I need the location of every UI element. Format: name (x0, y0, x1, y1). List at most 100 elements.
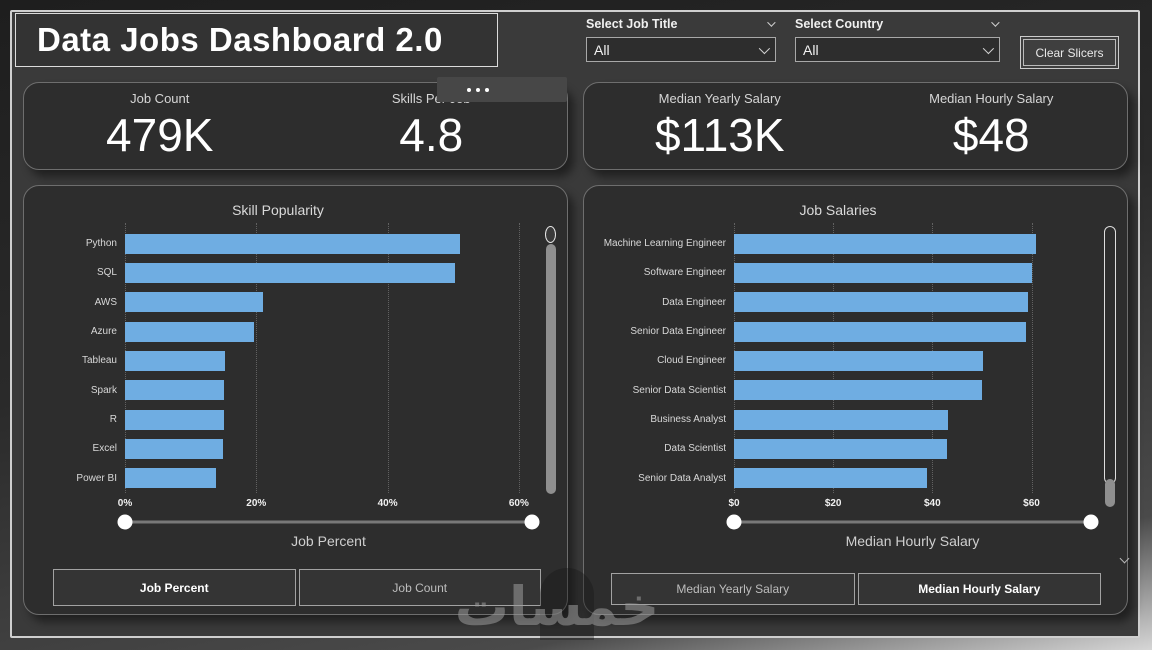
slider-track[interactable] (734, 520, 1091, 524)
chart-row: Azure (24, 317, 532, 346)
kpi-value: 4.8 (399, 109, 464, 161)
bar[interactable] (734, 409, 949, 430)
clear-slicers-button[interactable]: Clear Slicers (1020, 36, 1119, 69)
slider-handle-min[interactable] (117, 514, 133, 530)
x-tick-label: 0% (117, 498, 133, 509)
bar[interactable] (734, 233, 1037, 254)
x-tick-label: 20% (246, 498, 267, 509)
gridline (387, 223, 389, 493)
vertical-scrollbar[interactable] (545, 244, 556, 494)
chevron-down-icon[interactable] (1119, 553, 1130, 564)
job-title-slicer-header[interactable]: Select Job Title (586, 14, 776, 34)
gridline (518, 223, 520, 493)
chevron-down-icon (767, 18, 776, 27)
chart-row: Senior Data Scientist (584, 376, 1091, 405)
page-title-text: Data Jobs Dashboard 2.0 (37, 21, 443, 58)
chart-row: SQL (24, 258, 532, 287)
country-slicer-header[interactable]: Select Country (795, 14, 1000, 34)
country-dropdown[interactable]: All (795, 37, 1000, 62)
median-yearly-salary-button[interactable]: Median Yearly Salary (611, 573, 855, 605)
bar-area (734, 438, 1091, 459)
bar-area (734, 409, 1091, 430)
x-tick-label: $20 (824, 498, 842, 509)
watermark-text: خمسات (454, 575, 660, 638)
x-axis-title: Median Hourly Salary (845, 533, 980, 549)
category-label: Spark (90, 384, 117, 396)
bar[interactable] (125, 321, 255, 342)
job-percent-range-slider[interactable] (117, 514, 540, 530)
bar[interactable] (125, 262, 456, 283)
kpi-card-salaries: Median Yearly Salary $113K Median Hourly… (583, 82, 1128, 170)
chart-row: R (24, 405, 532, 434)
chevron-down-icon (982, 42, 995, 54)
more-options-icon (485, 87, 489, 92)
bar-area (734, 233, 1091, 254)
watermark-logo (540, 568, 594, 640)
chart-row: Power BI (24, 464, 532, 493)
kpi-value: $48 (952, 109, 1030, 161)
x-tick-label: $60 (1023, 498, 1040, 509)
chart-plot-area: Python SQL AWS Azure Tableau Spark R Excel Power… (24, 223, 532, 493)
button-label: Job Count (392, 580, 448, 595)
bar[interactable] (734, 468, 927, 489)
measure-toggle-buttons: Median Yearly Salary Median Hourly Salar… (611, 573, 1101, 605)
kpi-job-count: Job Count 479K (24, 83, 296, 169)
job-count-button[interactable]: Job Count (298, 569, 541, 606)
x-tick-label: 60% (508, 498, 529, 509)
dropdown-value: All (803, 41, 819, 58)
category-label: R (109, 414, 117, 426)
slider-track[interactable] (125, 520, 532, 524)
bar[interactable] (125, 233, 460, 254)
bar[interactable] (125, 292, 263, 313)
bar[interactable] (125, 350, 226, 371)
category-label: Machine Learning Engineer (603, 238, 726, 250)
slider-handle-max[interactable] (524, 514, 540, 530)
bar[interactable] (125, 468, 216, 489)
slicer-label: Select Country (795, 17, 884, 31)
skill-popularity-chart-panel: Skill Popularity Python SQL AWS Azure Tablea… (23, 185, 568, 615)
chart-plot-area: Machine Learning Engineer Software Engine… (584, 223, 1091, 493)
category-label: Data Scientist (664, 443, 726, 455)
job-percent-button[interactable]: Job Percent (53, 569, 296, 606)
chevron-down-icon (991, 18, 1000, 27)
chart-row: Data Engineer (584, 288, 1091, 317)
x-tick-label: 40% (377, 498, 398, 509)
vertical-scrollbar[interactable] (1104, 226, 1116, 484)
kpi-median-hourly-salary: Median Hourly Salary $48 (856, 83, 1128, 169)
bar-area (125, 409, 532, 430)
slider-handle-min[interactable] (726, 514, 742, 530)
vertical-scrollbar-thumb[interactable] (1105, 479, 1115, 507)
slider-handle-max[interactable] (1083, 514, 1099, 530)
bar-area (125, 292, 532, 313)
bar[interactable] (734, 350, 984, 371)
bar[interactable] (734, 380, 982, 401)
slicer-label: Select Job Title (586, 17, 678, 31)
bar[interactable] (734, 262, 1032, 283)
chart-row: Data Scientist (584, 434, 1091, 463)
dropdown-value: All (594, 41, 610, 58)
job-title-dropdown[interactable]: All (586, 37, 776, 62)
vertical-scrollbar-handle[interactable] (545, 226, 556, 243)
chart-row: AWS (24, 288, 532, 317)
chart-row: Excel (24, 434, 532, 463)
median-hourly-salary-button[interactable]: Median Hourly Salary (857, 573, 1101, 605)
x-axis-ticks: 0% 20% 40% 60% (118, 498, 532, 512)
button-label: Median Yearly Salary (676, 582, 790, 596)
more-options-menu[interactable] (437, 77, 567, 102)
bar[interactable] (125, 409, 225, 430)
bar[interactable] (734, 292, 1028, 313)
bar[interactable] (734, 321, 1026, 342)
bar[interactable] (125, 380, 225, 401)
bar[interactable] (125, 438, 223, 459)
clear-slicers-label: Clear Slicers (1035, 45, 1104, 60)
kpi-value: 479K (106, 109, 214, 161)
kpi-median-yearly-salary: Median Yearly Salary $113K (584, 83, 856, 169)
category-label: Business Analyst (650, 414, 726, 426)
category-label: Tableau (81, 355, 117, 367)
salary-range-slider[interactable] (726, 514, 1099, 530)
bar[interactable] (734, 438, 948, 459)
bar-area (125, 380, 532, 401)
chart-row: Machine Learning Engineer (584, 229, 1091, 258)
x-axis-ticks: $0 $20 $40 $60 (728, 498, 1091, 512)
category-label: Software Engineer (643, 267, 726, 279)
